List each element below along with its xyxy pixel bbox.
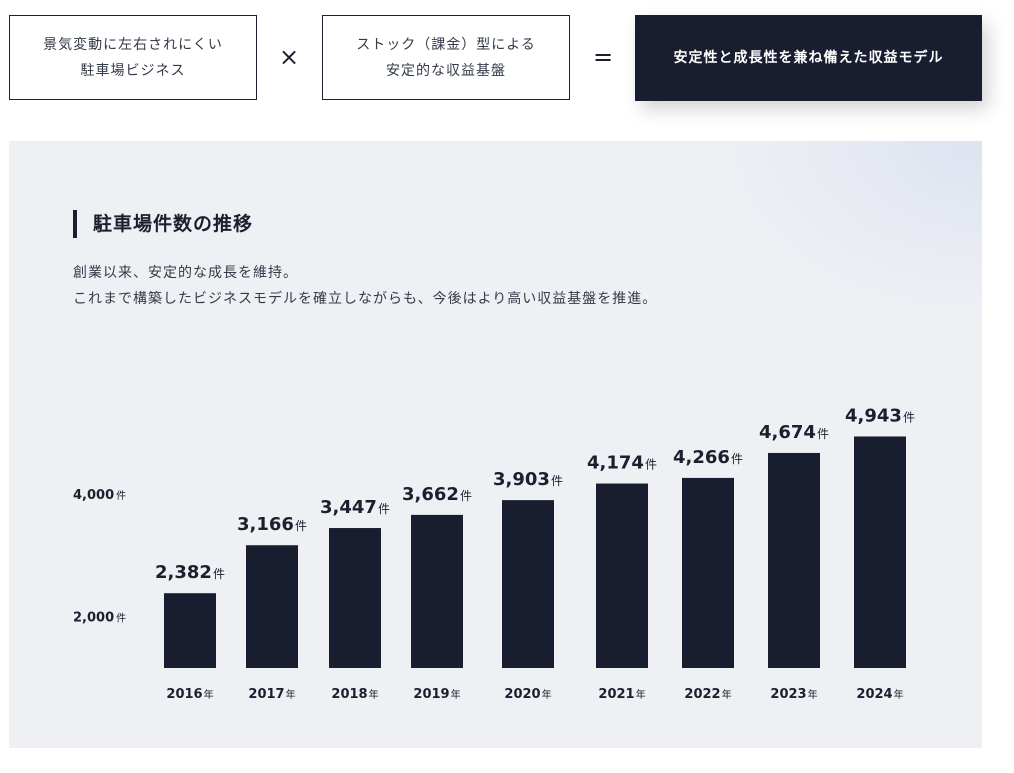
x-tick-label: 2021年 — [598, 687, 645, 702]
formula-box-stock-line2: 安定的な収益基盤 — [386, 62, 506, 79]
formula-box-stability-line1: 景気変動に左右されにくい — [43, 36, 223, 53]
x-tick-label: 2022年 — [684, 687, 731, 702]
x-tick-label: 2017年 — [248, 687, 295, 702]
heading-accent-bar — [73, 210, 77, 238]
x-tick-label: 2020年 — [504, 687, 551, 702]
bar-value-label: 3,166件 — [237, 514, 307, 535]
x-tick-label: 2018年 — [331, 687, 378, 702]
formula-result-box: 安定性と成長性を兼ね備えた収益モデル — [635, 15, 982, 101]
formula-box-stability: 景気変動に左右されにくい 駐車場ビジネス — [9, 15, 257, 100]
bar-value-label: 2,382件 — [155, 562, 225, 583]
x-tick-label: 2016年 — [166, 687, 213, 702]
bar-value-label: 3,447件 — [320, 497, 390, 518]
x-tick-label: 2024年 — [856, 687, 903, 702]
equals-operator: = — [593, 43, 614, 71]
bar-value-label: 4,266件 — [673, 447, 743, 468]
section-description-line1: 創業以来、安定的な成長を維持。 — [73, 265, 298, 281]
chart-panel: 駐車場件数の推移 創業以来、安定的な成長を維持。 これまで構築したビジネスモデル… — [9, 141, 982, 748]
times-operator: × — [279, 43, 300, 71]
bar — [596, 483, 648, 668]
bar-value-label: 4,943件 — [845, 405, 915, 426]
bar-value-label: 4,674件 — [759, 422, 829, 443]
bar — [411, 514, 463, 668]
y-tick-label: 4,000 件 — [73, 488, 126, 503]
bar — [502, 500, 554, 668]
bar — [854, 436, 906, 668]
x-tick-label: 2023年 — [770, 687, 817, 702]
formula-box-stability-line2: 駐車場ビジネス — [80, 62, 186, 79]
formula-box-stock: ストック（課金）型による 安定的な収益基盤 — [322, 15, 570, 100]
y-tick-label: 2,000 件 — [73, 611, 126, 626]
bar — [164, 593, 216, 668]
bar — [682, 477, 734, 668]
section-description-line2: これまで構築したビジネスモデルを確立しながらも、今後はより高い収益基盤を推進。 — [73, 291, 658, 307]
parking-count-bar-chart: 2,000 件 4,000 件 2,382件 2016年 3,166件 2017年 3,447件… — [73, 405, 915, 702]
bar-value-label: 3,662件 — [402, 484, 472, 505]
bar-value-label: 4,174件 — [587, 453, 657, 474]
formula-box-stock-line1: ストック（課金）型による — [356, 36, 536, 53]
bar — [768, 452, 820, 668]
bar — [329, 528, 381, 668]
bar — [246, 545, 298, 668]
section-title: 駐車場件数の推移 — [93, 213, 254, 235]
bar-value-label: 3,903件 — [493, 469, 563, 490]
formula-result-text: 安定性と成長性を兼ね備えた収益モデル — [673, 50, 944, 66]
x-tick-label: 2019年 — [413, 687, 460, 702]
